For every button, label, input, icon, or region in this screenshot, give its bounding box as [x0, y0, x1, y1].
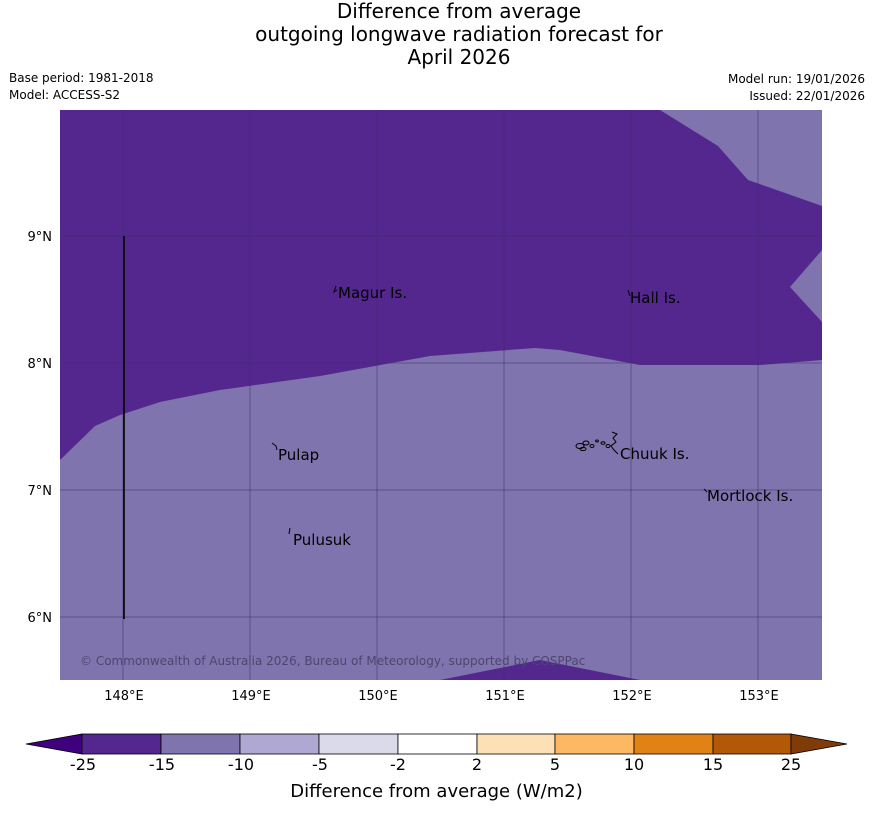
- place-label-hall: Hall Is.: [630, 289, 681, 307]
- place-label-mortlock: Mortlock Is.: [707, 487, 793, 505]
- colorbar-bin-5: [397, 733, 478, 755]
- meta-right: Model run: 19/01/2026 Issued: 22/01/2026: [728, 71, 865, 105]
- place-label-pulap: Pulap: [278, 446, 319, 464]
- colorbar-bin-6: [476, 733, 556, 755]
- lat-label-9: 9°N: [28, 230, 53, 245]
- mortlock-island-outline: [703, 488, 708, 493]
- colorbar-bin-2: [160, 733, 241, 755]
- colorbar-bin-1: [81, 733, 162, 755]
- meta-left: Base period: 1981-2018 Model: ACCESS-S2: [9, 70, 154, 104]
- base-period-text: Base period: 1981-2018: [9, 71, 154, 85]
- anomaly-region-south: [440, 660, 640, 680]
- lon-label-152: 152°E: [612, 689, 652, 704]
- title-line-2: outgoing longwave radiation forecast for: [255, 22, 663, 46]
- lon-label-151: 151°E: [485, 689, 525, 704]
- graticule: [60, 110, 822, 680]
- chart-title: Difference from average outgoing longwav…: [0, 0, 873, 69]
- pulusuk-island-outline: [288, 527, 291, 535]
- magur-island-outline: [333, 285, 338, 294]
- lat-label-7: 7°N: [28, 484, 53, 499]
- latitude-labels: 9°N 8°N 7°N 6°N: [28, 230, 53, 626]
- place-label-pulusuk: Pulusuk: [293, 531, 351, 549]
- lon-label-148: 148°E: [104, 689, 144, 704]
- colorbar-bin-9: [712, 733, 792, 755]
- lat-label-8: 8°N: [28, 357, 53, 372]
- colorbar-extend-high: [790, 733, 848, 755]
- colorbar-tick-label: -2: [390, 755, 406, 774]
- place-label-chuuk: Chuuk Is.: [620, 445, 689, 463]
- colorbar-tick-labels: -25 -15 -10 -5 -2 2 5 10 15 25: [0, 755, 873, 777]
- colorbar-bin-8: [633, 733, 714, 755]
- title-line-1: Difference from average: [336, 0, 582, 23]
- issued-text: Issued: 22/01/2026: [749, 89, 865, 103]
- colorbar-extend-low: [25, 733, 83, 755]
- lon-label-150: 150°E: [358, 689, 398, 704]
- model-run-text: Model run: 19/01/2026: [727, 72, 865, 86]
- colorbar-title: Difference from average (W/m2): [290, 781, 583, 802]
- place-labels: Magur Is. Hall Is. Pulap Chuuk Is. Mortl…: [278, 284, 793, 549]
- hall-island-outline: [627, 289, 631, 297]
- colorbar-bin-7: [554, 733, 635, 755]
- colorbar-bin-3: [239, 733, 320, 755]
- colorbar-bin-4: [318, 733, 399, 755]
- colorbar: [25, 733, 848, 755]
- colorbar-tick-label: -10: [227, 755, 255, 774]
- lon-label-153: 153°E: [739, 689, 779, 704]
- colorbar-tick-label: -15: [148, 755, 176, 774]
- map-plot-area: Magur Is. Hall Is. Pulap Chuuk Is. Mortl…: [60, 110, 822, 680]
- colorbar-tick-label: 10: [623, 755, 645, 774]
- island-outlines: [271, 285, 708, 535]
- colorbar-tick-label: 2: [471, 755, 483, 774]
- copyright-text: © Commonwealth of Australia 2026, Bureau…: [80, 654, 585, 668]
- title-line-3: April 2026: [407, 45, 511, 69]
- pulap-island-outline: [271, 442, 278, 451]
- colorbar-tick-label: -25: [69, 755, 97, 774]
- longitude-labels: 148°E 149°E 150°E 151°E 152°E 153°E: [104, 689, 779, 704]
- colorbar-tick-label: -5: [312, 755, 328, 774]
- lon-label-149: 149°E: [231, 689, 271, 704]
- model-text: Model: ACCESS-S2: [9, 88, 121, 102]
- lat-label-6: 6°N: [28, 611, 53, 626]
- colorbar-tick-label: 25: [780, 755, 802, 774]
- place-label-magur: Magur Is.: [338, 284, 407, 302]
- colorbar-tick-label: 5: [549, 755, 561, 774]
- colorbar-tick-label: 15: [702, 755, 724, 774]
- chuuk-lagoon-outline: [575, 431, 619, 455]
